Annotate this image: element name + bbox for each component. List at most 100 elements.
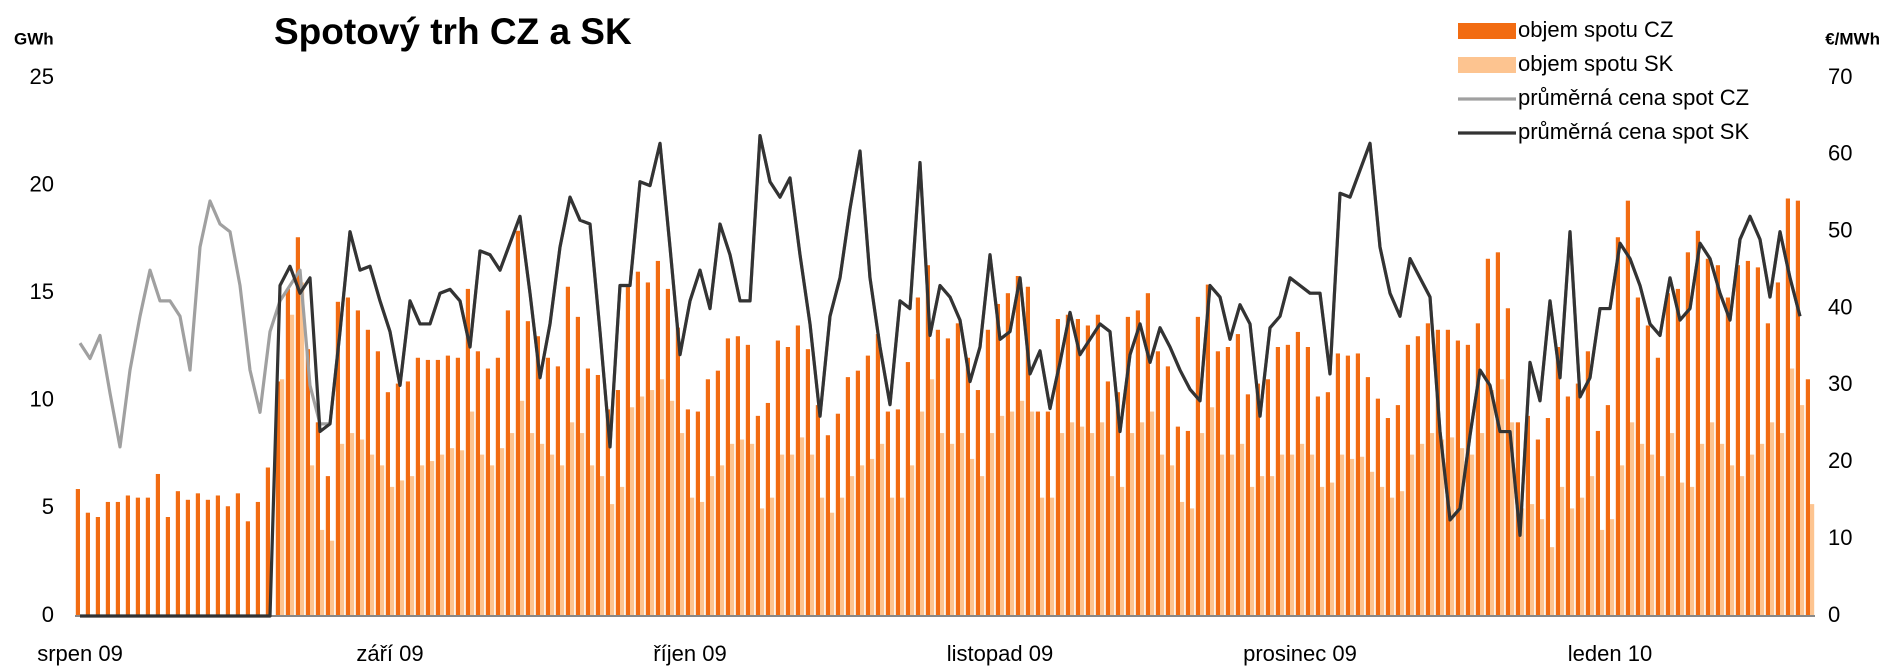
bar [680,433,685,616]
bar [355,310,360,616]
bar [1475,323,1480,616]
bar [235,493,240,616]
bar [1060,433,1065,616]
y2-tick-label: 70 [1828,64,1852,89]
bar [1400,491,1405,616]
bar [540,443,545,616]
y2-tick-label: 0 [1828,602,1840,627]
bar [785,347,790,616]
bar [285,288,290,616]
bar [380,465,385,616]
bar [1320,486,1325,616]
bar [880,443,885,616]
bar [1330,482,1335,616]
bar [145,497,150,616]
bar [490,465,495,616]
bar [760,508,765,616]
bar [1480,433,1485,616]
bar [1780,433,1785,616]
y-tick-label: 10 [30,387,54,412]
bar [1075,319,1080,616]
bar [1710,422,1715,616]
y2-tick-label: 50 [1828,218,1852,243]
bar [820,497,825,616]
bar [395,383,400,616]
bar [1540,519,1545,616]
bar [770,497,775,616]
bar [875,334,880,616]
bar [335,301,340,616]
bar [325,476,330,616]
bar [245,521,250,616]
bar [780,454,785,616]
bar [900,497,905,616]
bar [625,284,630,616]
bar [385,392,390,616]
bar [255,501,260,616]
x-tick-label: leden 10 [1568,641,1652,666]
bar [585,368,590,616]
bar [365,329,370,616]
bar [985,329,990,616]
y-tick-label: 5 [42,494,54,519]
bar [605,409,610,616]
line [80,134,1802,618]
bar [915,297,920,616]
bar [105,501,110,616]
bar [825,435,830,616]
bar [1535,439,1540,616]
bar [635,271,640,616]
bar [1495,252,1500,616]
bar [1010,411,1015,616]
bar [725,338,730,616]
bar [1030,411,1035,616]
bar [1505,308,1510,616]
bar [475,351,480,616]
bar [1600,529,1605,616]
bar [485,368,490,616]
bar [1590,476,1595,616]
bar [350,433,355,616]
bar [1695,230,1700,617]
y-axis-label: GWh [14,29,54,48]
bar [370,454,375,616]
bar [1190,508,1195,616]
bar [415,357,420,616]
bar [1000,415,1005,616]
bar [765,402,770,616]
bar [1715,265,1720,616]
bar [1210,407,1215,616]
bar [580,433,585,616]
bar [1545,418,1550,616]
bar [1325,392,1330,616]
bar [600,476,605,616]
bar [1390,497,1395,616]
bar [430,461,435,616]
legend-swatch [1458,57,1516,73]
bar [1065,314,1070,616]
bar [955,323,960,616]
bar [1360,456,1365,616]
bar [710,476,715,616]
bar [1725,297,1730,616]
y-tick-label: 15 [30,279,54,304]
bar [1175,426,1180,616]
bar [1620,465,1625,616]
bar [755,415,760,616]
legend-label: průměrná cena spot CZ [1518,85,1749,110]
bar [1240,443,1245,616]
bar [175,491,180,616]
bar [505,310,510,616]
bar [290,314,295,616]
bar [1170,465,1175,616]
bar [1805,379,1810,616]
bar [1090,433,1095,616]
bar [1100,422,1105,616]
bar [1080,426,1085,616]
bar [1110,476,1115,616]
bar [1465,344,1470,616]
bar [1565,396,1570,616]
bar [265,467,270,616]
x-tick-label: prosinec 09 [1243,641,1357,666]
